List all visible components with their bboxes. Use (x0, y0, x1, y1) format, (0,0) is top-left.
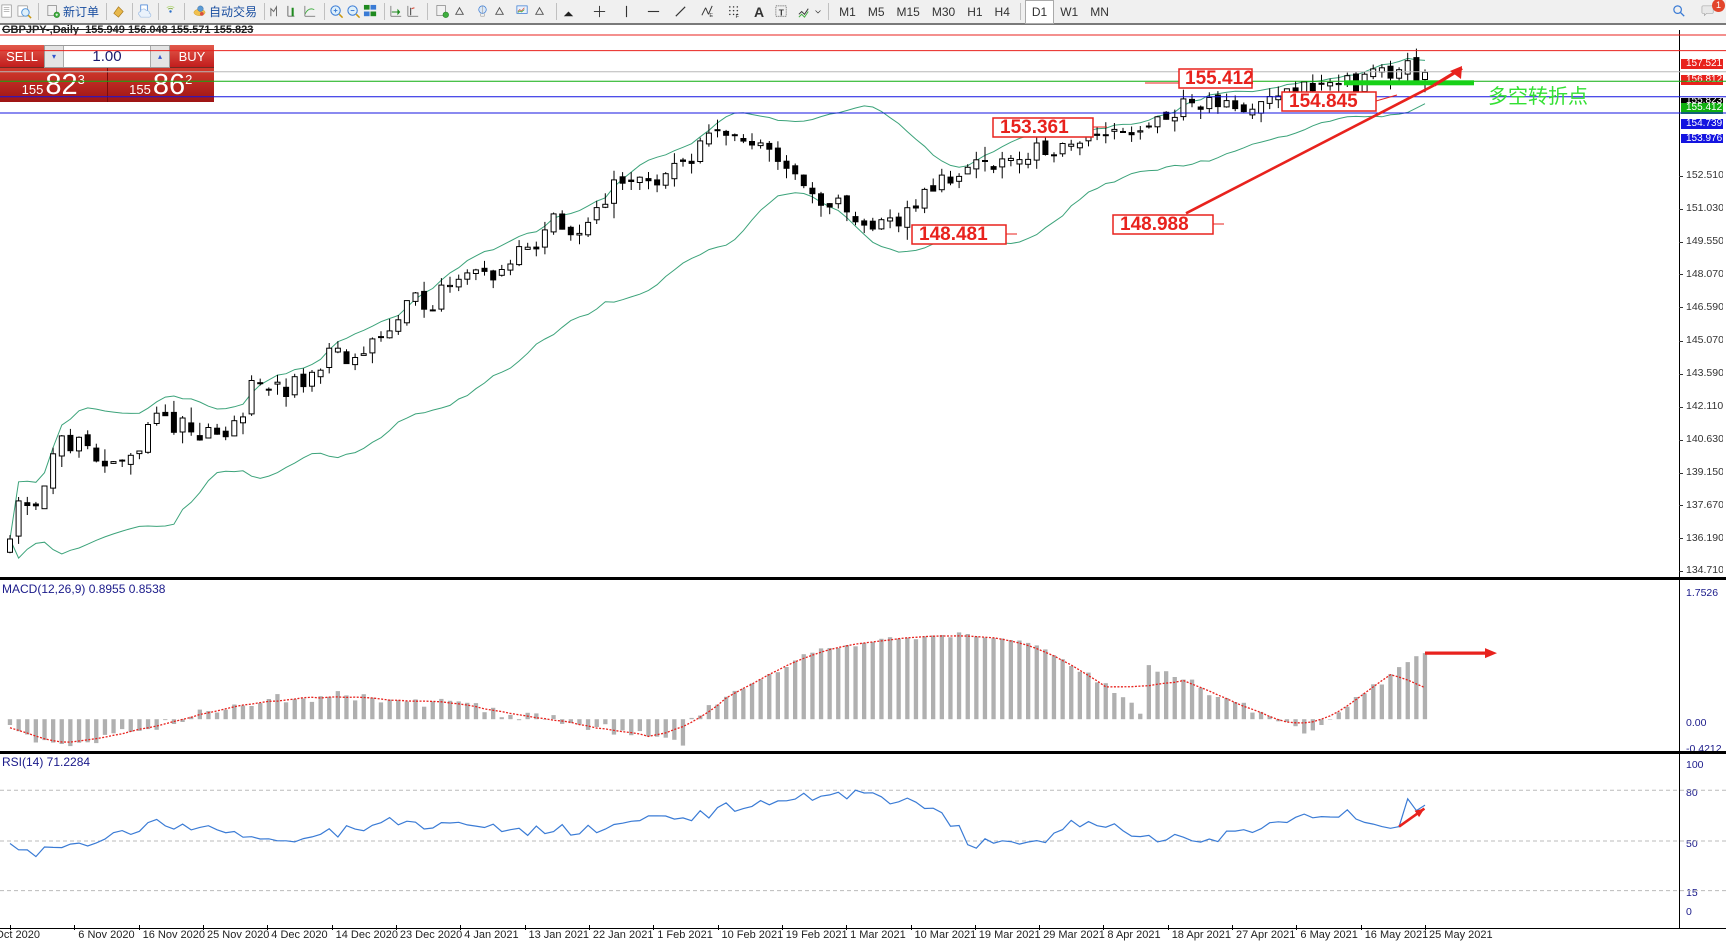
svg-text:E: E (709, 13, 713, 19)
svg-text:F: F (735, 14, 739, 19)
svg-text:T: T (779, 7, 785, 17)
svg-text:154.845: 154.845 (1289, 91, 1358, 112)
svg-text:148.988: 148.988 (1120, 214, 1189, 235)
svg-text:148.481: 148.481 (919, 224, 988, 245)
svg-text:多空转折点: 多空转折点 (1488, 85, 1588, 108)
svg-text:153.361: 153.361 (1000, 117, 1069, 138)
svg-text:155.412: 155.412 (1185, 68, 1254, 89)
